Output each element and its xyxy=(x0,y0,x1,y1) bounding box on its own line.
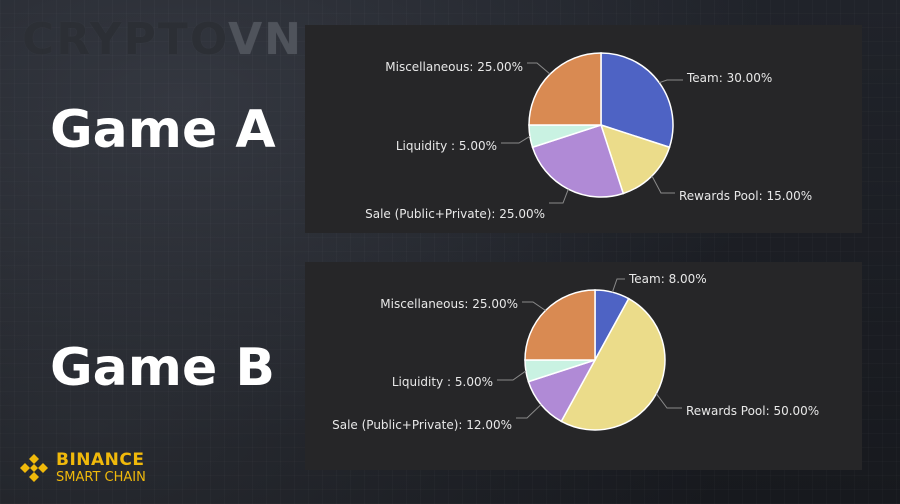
game-b-label-rewards-pool: Rewards Pool: 50.00% xyxy=(686,404,819,418)
game-a-slice-miscellaneous xyxy=(528,52,602,126)
game-a-slice-sale-public-private xyxy=(531,124,625,198)
watermark-main: CRYPTO xyxy=(22,14,229,65)
game-a-title: Game A xyxy=(50,100,276,160)
game-b-label-sale-public-private: Sale (Public+Private): 12.00% xyxy=(332,418,512,432)
game-a-leader-sale-public-private xyxy=(549,188,569,204)
game-b-label-team: Team: 8.00% xyxy=(628,272,707,286)
game-b-label-liquidity: Liquidity : 5.00% xyxy=(392,375,493,389)
game-b-leader-rewards-pool xyxy=(655,393,682,409)
game-b-slice-rewards-pool xyxy=(560,297,666,431)
game-b-leader-miscellaneous xyxy=(522,301,546,311)
cryptovn-watermark-logo: CRYPTOVN xyxy=(22,14,303,65)
game-a-leader-miscellaneous xyxy=(527,62,551,75)
game-b-label-miscellaneous: Miscellaneous: 25.00% xyxy=(380,297,518,311)
game-a-pie-chart: Team: 30.00% Rewards Pool: 15.00% Sale (Pu… xyxy=(365,52,812,221)
watermark-accent: VN xyxy=(228,14,304,65)
game-a-label-rewards-pool: Rewards Pool: 15.00% xyxy=(679,189,812,203)
game-a-leader-liquidity xyxy=(501,135,531,144)
game-b-leader-team xyxy=(611,278,625,293)
game-a-label-sale-public-private: Sale (Public+Private): 25.00% xyxy=(365,207,545,221)
game-a-leader-rewards-pool xyxy=(651,175,675,194)
game-b-leader-liquidity xyxy=(497,370,527,381)
game-a-chart-panel: Team: 30.00% Rewards Pool: 15.00% Sale (Pu… xyxy=(305,25,862,233)
binance-icon xyxy=(20,454,48,482)
game-b-pie-chart: Team: 8.00% Rewards Pool: 50.00% Sale (Pub… xyxy=(332,272,819,432)
brand-subtitle: SMART CHAIN xyxy=(56,470,146,485)
game-b-slice-miscellaneous xyxy=(524,289,596,361)
game-b-chart-panel: Team: 8.00% Rewards Pool: 50.00% Sale (Pub… xyxy=(305,262,862,470)
game-a-slice-team xyxy=(600,52,674,149)
game-b-title: Game B xyxy=(50,338,275,398)
game-a-label-liquidity: Liquidity : 5.00% xyxy=(396,139,497,153)
brand-name: BINANCE xyxy=(56,450,145,470)
game-a-label-miscellaneous: Miscellaneous: 25.00% xyxy=(385,60,523,74)
binance-smart-chain-logo: BINANCE SMART CHAIN xyxy=(18,452,146,484)
game-a-leader-team xyxy=(659,79,683,84)
game-b-leader-sale-public-private xyxy=(516,404,542,419)
game-a-label-team: Team: 30.00% xyxy=(686,71,772,85)
